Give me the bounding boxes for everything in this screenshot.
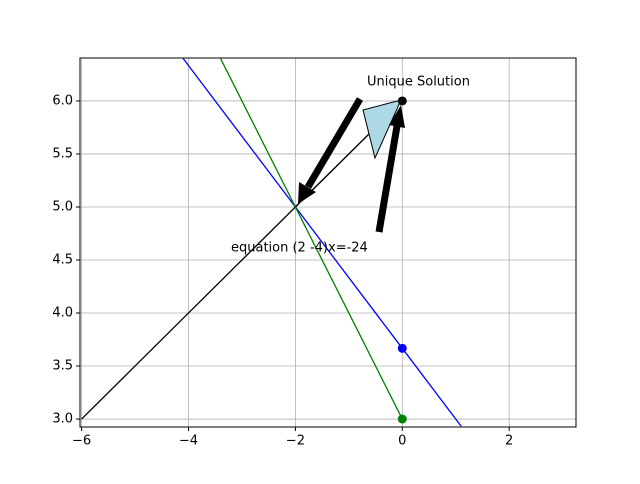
y-tick-label: 3.5 bbox=[52, 359, 73, 374]
fat-arrow bbox=[304, 97, 364, 189]
x-tick-label: −6 bbox=[72, 434, 91, 449]
y-tick-label: 5.5 bbox=[52, 146, 73, 161]
point bbox=[397, 414, 407, 424]
y-tick-label: 3.0 bbox=[52, 412, 73, 427]
y-tick-label: 5.0 bbox=[52, 199, 73, 214]
annotation: Unique Solution bbox=[367, 75, 470, 90]
annotation: equation (2 -4)x=-24 bbox=[231, 241, 368, 256]
y-tick-label: 6.0 bbox=[52, 93, 73, 108]
point bbox=[397, 343, 407, 353]
line bbox=[219, 58, 403, 420]
annotation-arrows bbox=[294, 97, 405, 233]
x-tick-label: −2 bbox=[286, 434, 305, 449]
arrow-head bbox=[389, 105, 405, 128]
plot-frame bbox=[79, 57, 577, 428]
wedge-arrow bbox=[362, 99, 402, 160]
x-tick-label: 0 bbox=[398, 434, 406, 449]
y-tick-label: 4.0 bbox=[52, 306, 73, 321]
fat-arrow bbox=[375, 125, 401, 233]
y-tick-label: 4.5 bbox=[52, 252, 73, 267]
arrow-head bbox=[298, 182, 316, 204]
x-tick-label: 2 bbox=[505, 434, 513, 449]
point bbox=[397, 96, 407, 106]
x-tick-label: −4 bbox=[179, 434, 198, 449]
